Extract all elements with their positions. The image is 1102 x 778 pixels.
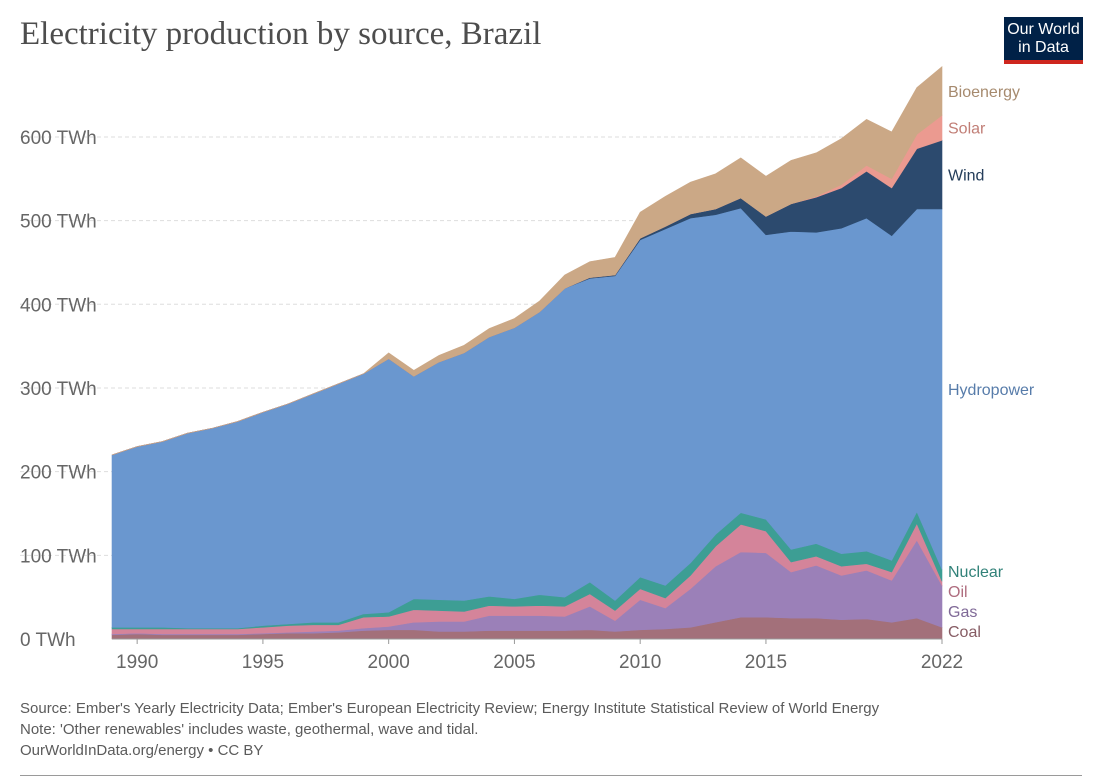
x-tick-label: 2010 bbox=[619, 652, 661, 673]
y-tick-label: 200 TWh bbox=[20, 463, 97, 484]
logo-line-1: Our World bbox=[1007, 21, 1080, 38]
series-label-gas: Gas bbox=[948, 604, 977, 621]
series-labels: Bioenergy Solar Wind Hydropower Nuclear Oil Ga… bbox=[948, 84, 1035, 641]
series-label-wind: Wind bbox=[948, 168, 984, 185]
series-label-nuclear: Nuclear bbox=[948, 564, 1004, 581]
x-tick-label: 2000 bbox=[368, 652, 410, 673]
y-tick-label: 300 TWh bbox=[20, 379, 97, 400]
x-axis: 1990 1995 2000 2005 2010 2015 2022 bbox=[112, 638, 963, 673]
series-label-coal: Coal bbox=[948, 624, 981, 641]
series-label-hydropower: Hydropower bbox=[948, 382, 1035, 399]
x-tick-label: 1990 bbox=[116, 652, 158, 673]
footnote: Note: 'Other renewables' includes waste,… bbox=[20, 721, 479, 738]
y-axis: 0 TWh 100 TWh 200 TWh 300 TWh 400 TWh 500 TWh… bbox=[20, 128, 97, 651]
chart-title: Electricity production by source, Brazil bbox=[20, 16, 542, 52]
area-bioenergy[interactable] bbox=[111, 66, 943, 456]
x-tick-label: 2005 bbox=[493, 652, 535, 673]
x-tick-label: 1995 bbox=[242, 652, 284, 673]
credit-link[interactable]: OurWorldInData.org/energy • CC BY bbox=[20, 742, 264, 759]
owid-logo[interactable]: Our World in Data bbox=[1004, 17, 1083, 64]
y-tick-label: 600 TWh bbox=[20, 128, 97, 149]
series-label-oil: Oil bbox=[948, 584, 968, 601]
footer: Source: Ember's Yearly Electricity Data;… bbox=[20, 698, 879, 761]
series-label-solar: Solar bbox=[948, 121, 986, 138]
y-tick-label: 100 TWh bbox=[20, 546, 97, 567]
area-chart: 0 TWh 100 TWh 200 TWh 300 TWh 400 TWh 500 TWh… bbox=[20, 66, 1035, 673]
source-note: Source: Ember's Yearly Electricity Data;… bbox=[20, 700, 880, 717]
footer-rule bbox=[20, 775, 1082, 776]
y-tick-label: 0 TWh bbox=[20, 630, 76, 651]
series-label-bioenergy: Bioenergy bbox=[948, 84, 1020, 101]
y-tick-label: 400 TWh bbox=[20, 295, 97, 316]
x-tick-label: 2022 bbox=[921, 652, 963, 673]
logo-line-2: in Data bbox=[1018, 39, 1069, 56]
stacked-areas bbox=[111, 66, 943, 640]
x-tick-label: 2015 bbox=[745, 652, 787, 673]
y-tick-label: 500 TWh bbox=[20, 212, 97, 233]
